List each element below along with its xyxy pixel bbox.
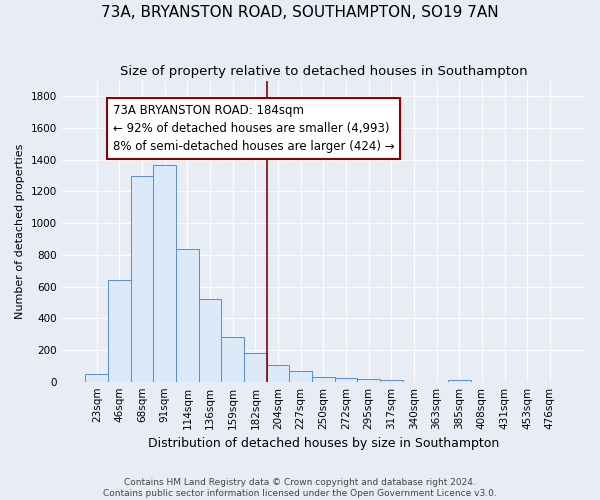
Bar — [289, 372, 312, 382]
Bar — [131, 176, 154, 382]
X-axis label: Distribution of detached houses by size in Southampton: Distribution of detached houses by size … — [148, 437, 499, 450]
Bar — [358, 380, 380, 382]
Bar — [244, 353, 266, 382]
Bar — [199, 300, 221, 382]
Bar — [85, 374, 108, 382]
Bar — [108, 280, 131, 382]
Bar — [266, 365, 289, 382]
Bar — [312, 377, 335, 382]
Text: 73A, BRYANSTON ROAD, SOUTHAMPTON, SO19 7AN: 73A, BRYANSTON ROAD, SOUTHAMPTON, SO19 7… — [101, 5, 499, 20]
Text: 73A BRYANSTON ROAD: 184sqm
← 92% of detached houses are smaller (4,993)
8% of se: 73A BRYANSTON ROAD: 184sqm ← 92% of deta… — [113, 104, 394, 154]
Bar — [221, 338, 244, 382]
Bar — [448, 380, 470, 382]
Bar — [154, 164, 176, 382]
Y-axis label: Number of detached properties: Number of detached properties — [15, 144, 25, 319]
Text: Contains HM Land Registry data © Crown copyright and database right 2024.
Contai: Contains HM Land Registry data © Crown c… — [103, 478, 497, 498]
Bar — [380, 380, 403, 382]
Title: Size of property relative to detached houses in Southampton: Size of property relative to detached ho… — [119, 65, 527, 78]
Bar — [176, 248, 199, 382]
Bar — [335, 378, 358, 382]
